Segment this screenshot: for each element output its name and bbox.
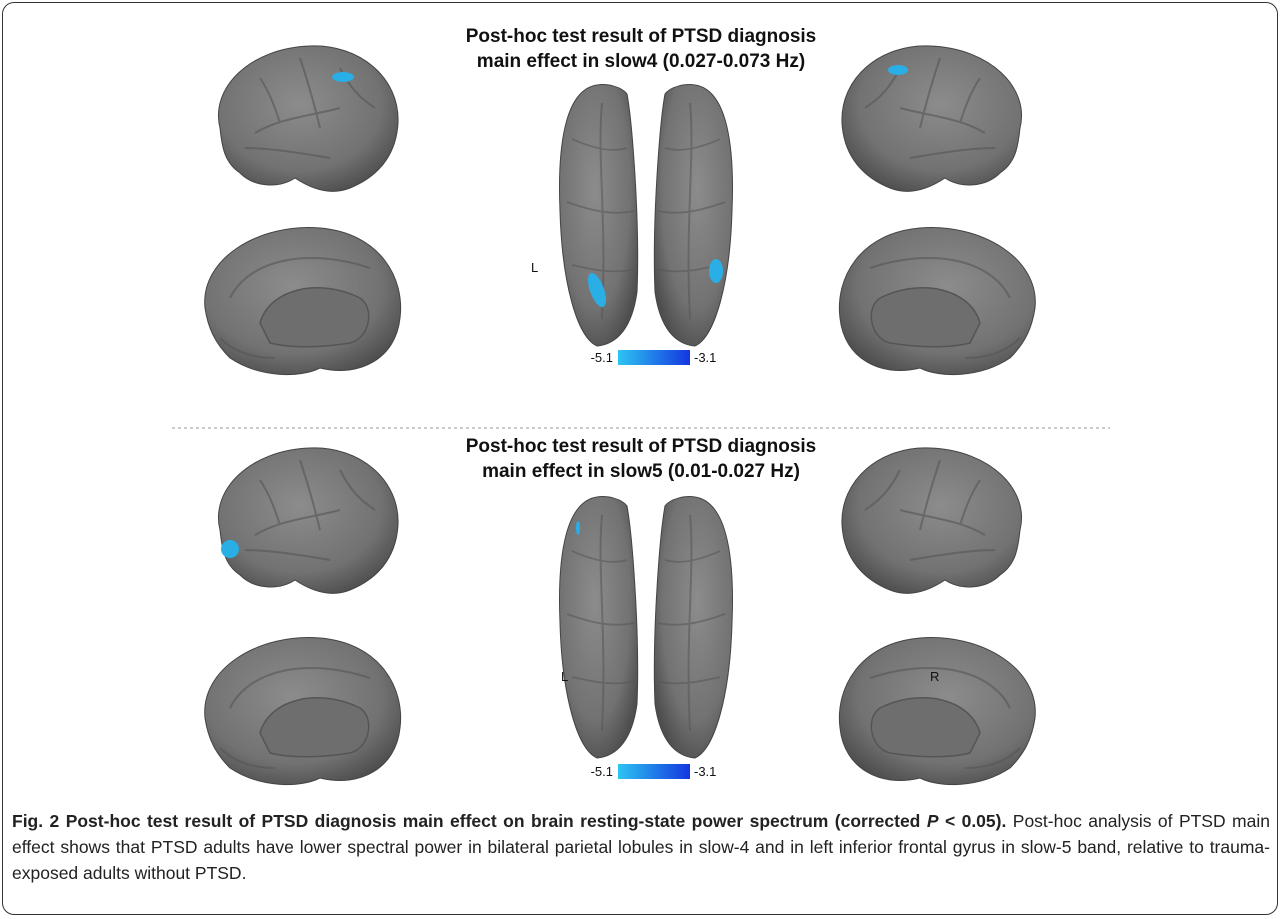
colorbar-label: -5.1 (591, 764, 613, 779)
colorbar (618, 764, 690, 779)
brain-lateral (840, 446, 1023, 595)
brain-dorsal (558, 83, 639, 348)
brain-lateral (840, 44, 1023, 193)
activation (709, 259, 723, 283)
activation (576, 521, 580, 535)
panel-title: main effect in slow5 (0.01-0.027 Hz) (482, 461, 800, 482)
panel-title: Post-hoc test result of PTSD diagnosis (466, 26, 817, 47)
activation (221, 540, 239, 558)
figure: Post-hoc test result of PTSD diagnosis m… (172, 26, 1110, 786)
panel-title: Post-hoc test result of PTSD diagnosis (466, 436, 817, 457)
colorbar (618, 350, 690, 365)
side-label: R (930, 669, 939, 684)
brain-lateral (217, 44, 400, 193)
brain-lateral (217, 446, 400, 595)
activation (888, 65, 908, 75)
caption-title: Fig. 2 Post-hoc test result of PTSD diag… (12, 811, 921, 831)
caption-text: Post-hoc analysis of PTSD main effect sh… (12, 811, 1270, 883)
caption: Fig. 2 Post-hoc test result of PTSD diag… (12, 808, 1270, 886)
activation (587, 272, 607, 308)
activation (332, 72, 354, 82)
brain-dorsal (558, 495, 639, 759)
side-label: L (561, 669, 568, 684)
panel-title: main effect in slow4 (0.027-0.073 Hz) (477, 51, 805, 72)
colorbar-label: -3.1 (694, 764, 716, 779)
p-symbol: P (926, 811, 939, 831)
colorbar-label: -3.1 (694, 350, 716, 365)
brain-dorsal (653, 83, 734, 348)
side-label: L (531, 260, 538, 275)
brain-medial (838, 636, 1037, 786)
brain-medial (203, 226, 402, 376)
brain-medial (203, 636, 402, 786)
brain-dorsal (653, 495, 734, 759)
colorbar-label: -5.1 (591, 350, 613, 365)
brain-medial (838, 226, 1037, 376)
caption-title: < 0.05). (944, 811, 1007, 831)
